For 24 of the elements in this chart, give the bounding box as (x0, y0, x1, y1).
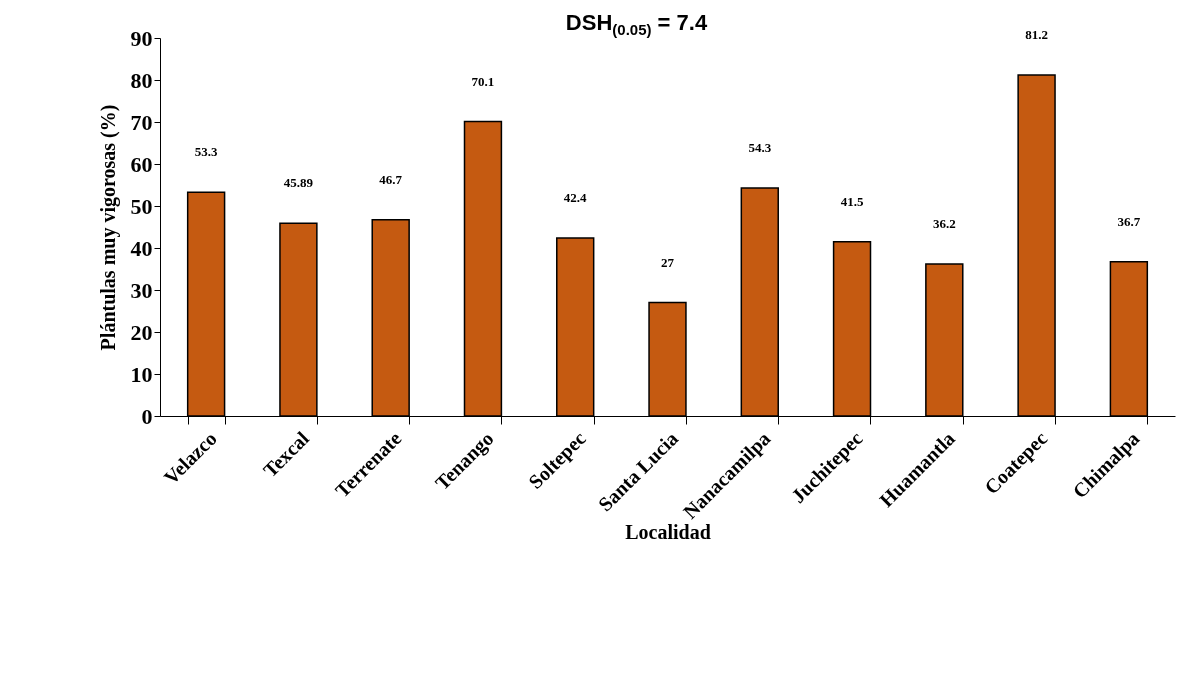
data-label: 70.1 (471, 73, 495, 89)
y-tick-label: 10 (130, 361, 153, 387)
data-label: 36.7 (1117, 213, 1141, 229)
data-label: 45.89 (283, 175, 314, 191)
data-label: 36.2 (932, 215, 956, 231)
y-tick-label: 40 (130, 235, 153, 261)
y-axis-title: Plántulas muy vigorosas (%) (96, 104, 120, 351)
y-tick-label: 50 (130, 193, 153, 219)
y-tick-label: 60 (130, 151, 153, 177)
data-label: 81.2 (1025, 26, 1048, 42)
y-tick-label: 80 (130, 67, 153, 93)
data-label: 27 (661, 254, 675, 270)
data-label: 53.3 (194, 144, 219, 160)
x-axis-title: Localidad (625, 520, 711, 543)
y-tick-label: 30 (130, 277, 153, 303)
data-label: 54.3 (748, 139, 772, 155)
y-tick-label: 20 (130, 319, 153, 345)
data-label: 46.7 (379, 171, 403, 187)
y-tick-label: 70 (130, 109, 153, 135)
y-tick-label: 0 (141, 403, 153, 429)
y-tick-label: 90 (130, 25, 153, 51)
data-label: 41.5 (840, 193, 864, 209)
data-label: 42.4 (563, 189, 588, 205)
text: DSH$_{(0.05)}$ = 7.4 (565, 10, 708, 39)
